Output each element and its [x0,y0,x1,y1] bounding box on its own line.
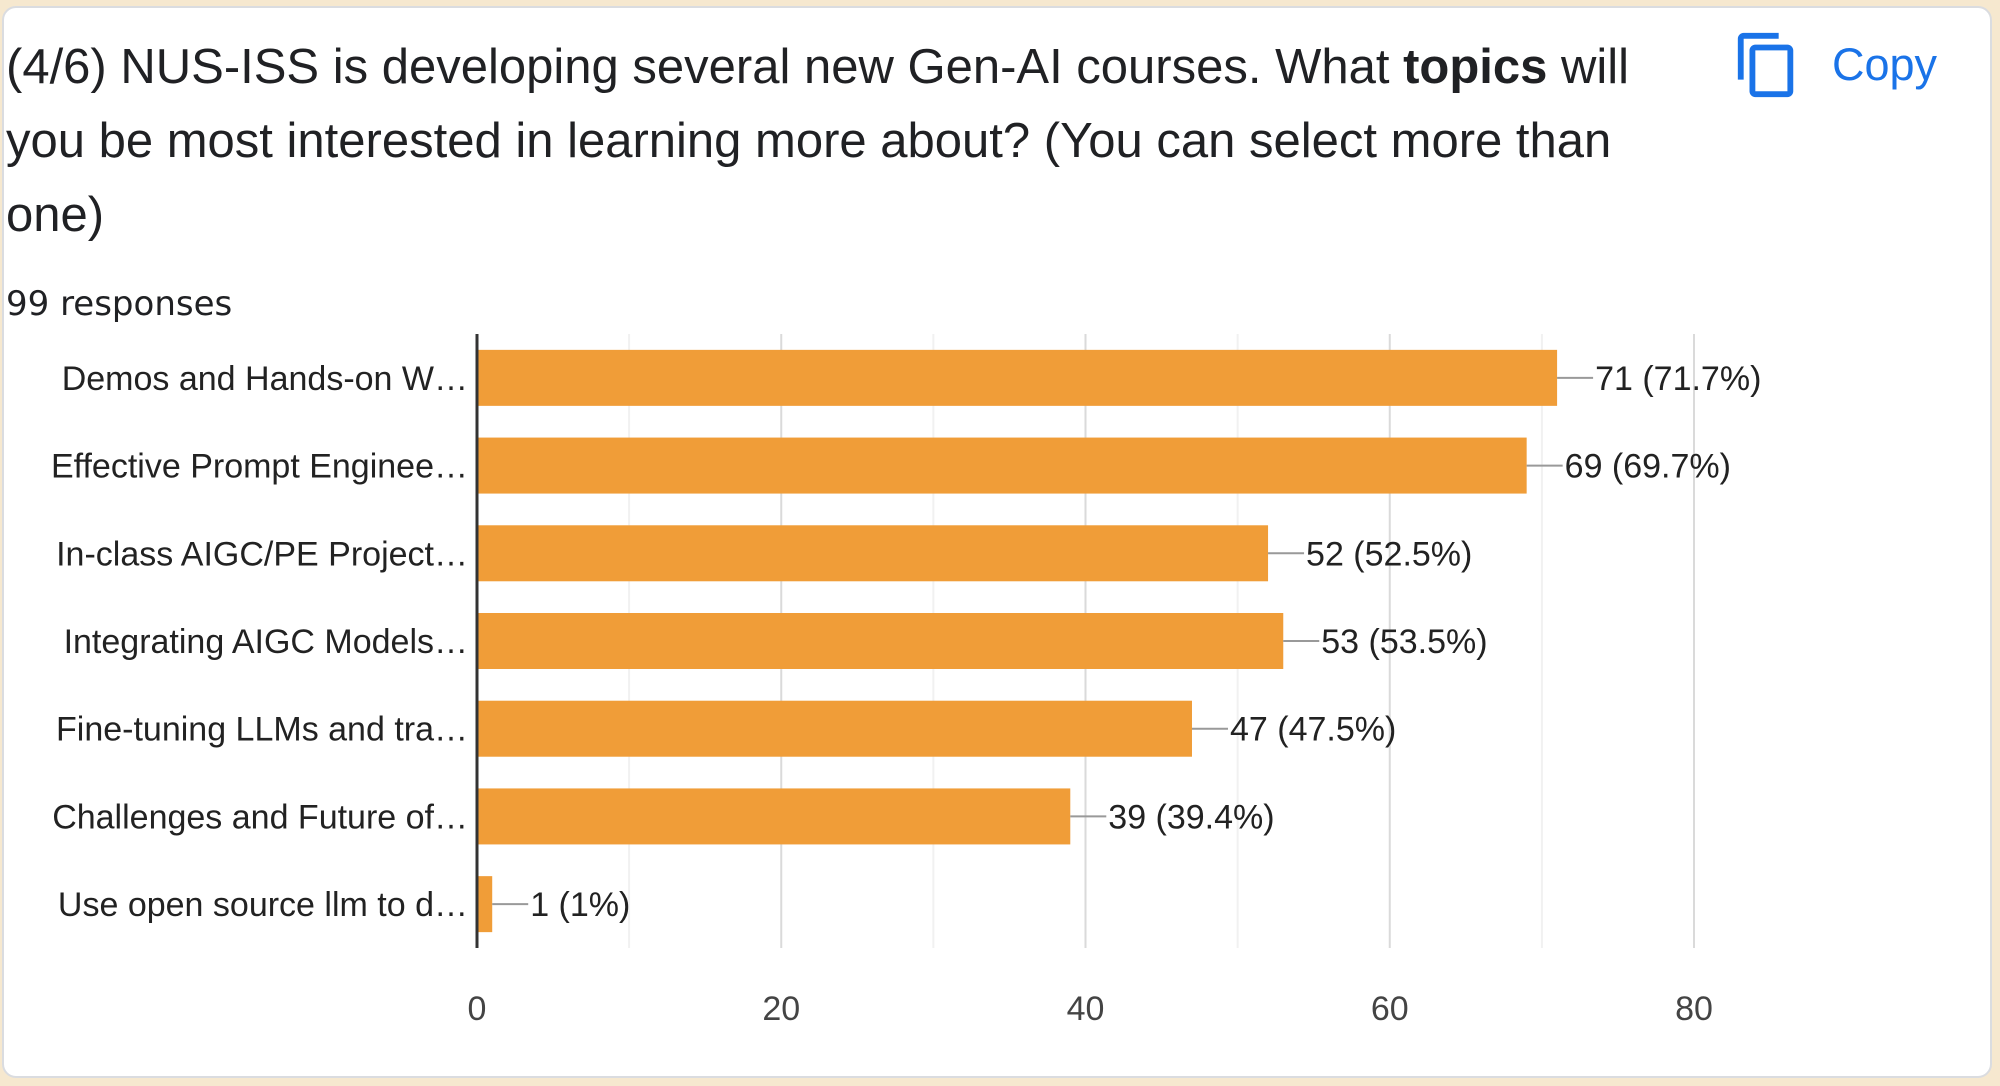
bar [477,349,1558,406]
x-tick-label: 60 [1371,990,1409,1028]
question-text-before: (4/6) NUS-ISS is developing several new … [6,40,1404,94]
x-tick-label: 0 [468,990,487,1028]
bar [477,525,1269,582]
category-label: Integrating AIGC Models… [64,623,468,661]
copy-icon [1737,32,1794,98]
responses-count: 99 responses [6,284,233,324]
data-label: 1 (1%) [530,886,630,924]
x-tick-label: 20 [762,990,800,1028]
copy-button[interactable]: Copy [1732,22,1952,108]
category-label: Demos and Hands-on W… [62,360,468,398]
question-text-after: will you be most interested in learning … [6,40,1630,242]
data-label: 69 (69.7%) [1565,448,1731,486]
bar [477,876,493,933]
category-label: Use open source llm to d… [58,886,468,924]
category-label: Effective Prompt Enginee… [51,448,468,486]
bar [477,437,1527,494]
question-text-bold: topics [1403,40,1548,94]
x-tick-label: 40 [1067,990,1105,1028]
copy-label: Copy [1832,39,1938,90]
bar [477,613,1284,669]
data-label: 53 (53.5%) [1321,623,1487,661]
bar [477,788,1071,845]
category-label: Fine-tuning LLMs and tra… [56,711,468,749]
bar [477,700,1192,757]
x-tick-label: 80 [1675,990,1713,1028]
data-label: 39 (39.4%) [1108,798,1274,836]
category-label: In-class AIGC/PE Project… [56,535,468,573]
question-title: (4/6) NUS-ISS is developing several new … [6,30,1696,252]
data-label: 47 (47.5%) [1230,711,1396,749]
data-label: 52 (52.5%) [1306,535,1472,573]
data-label: 71 (71.7%) [1595,360,1761,398]
category-label: Challenges and Future of… [52,798,468,836]
